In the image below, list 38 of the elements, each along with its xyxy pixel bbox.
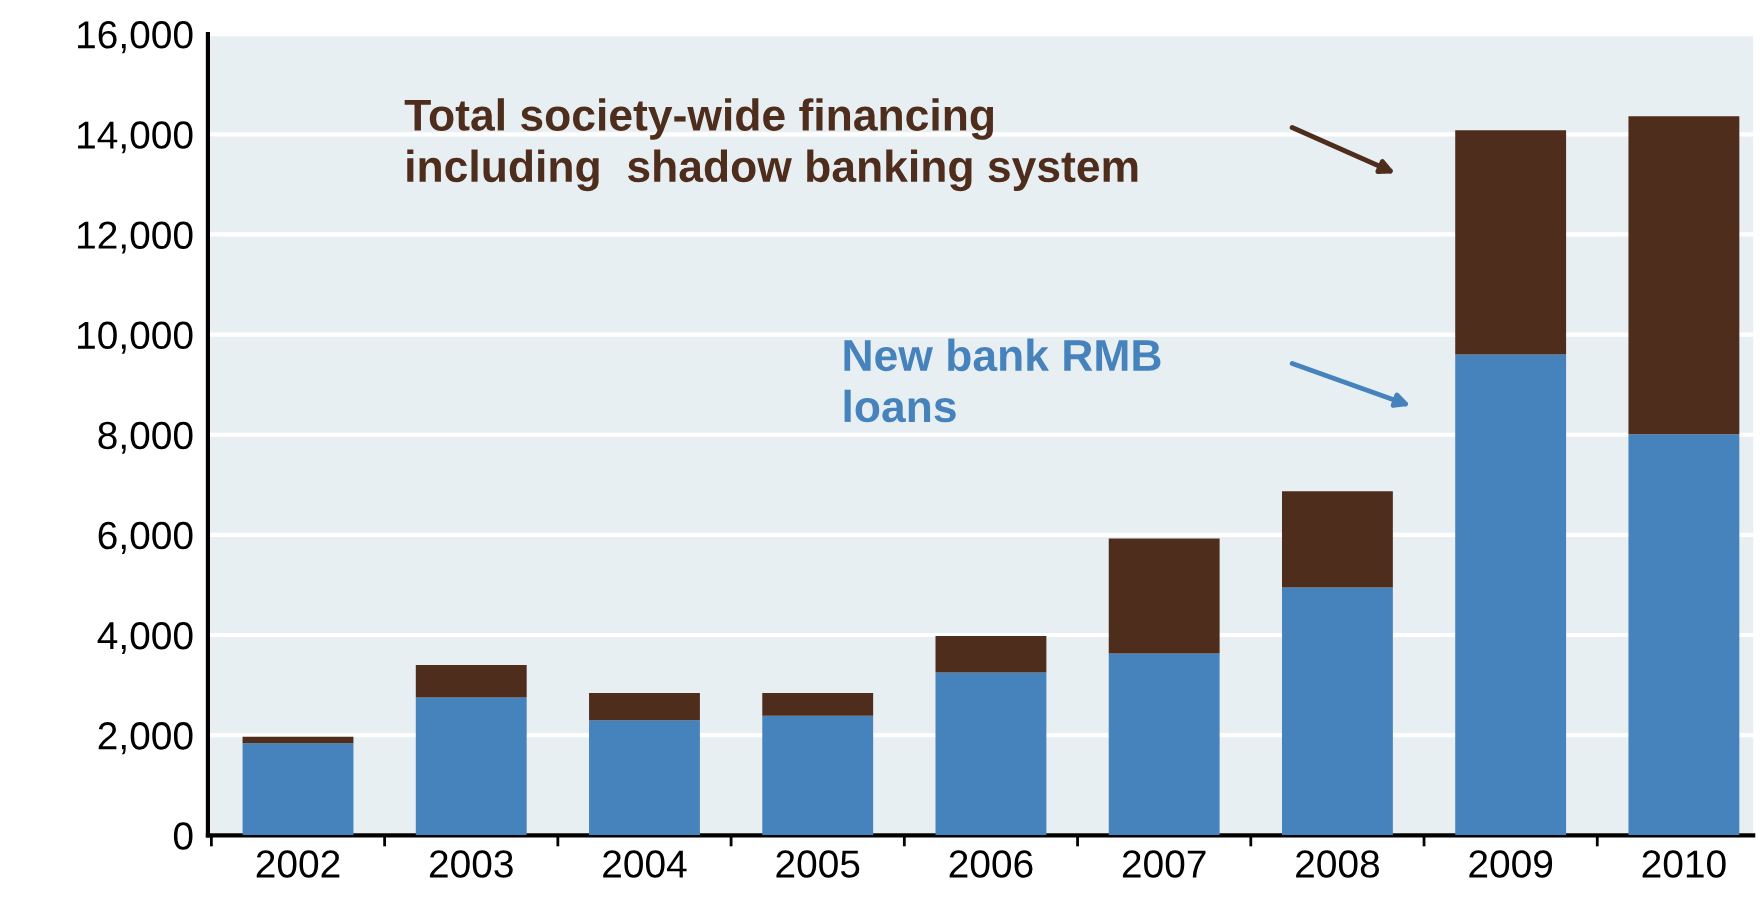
bar	[935, 636, 1047, 673]
x-tick-label: 2004	[603, 850, 687, 878]
y-tick-label: 16,000	[78, 21, 193, 54]
bar	[1281, 587, 1393, 836]
bar	[1108, 653, 1220, 836]
bar	[1628, 434, 1740, 836]
bar	[935, 672, 1047, 836]
bar	[415, 665, 527, 698]
y-tick-label: 12,000	[78, 221, 193, 254]
y-tick-label: 2,000	[98, 722, 193, 755]
bar	[1628, 116, 1740, 435]
bar	[762, 715, 874, 836]
y-tick-label: 4,000	[97, 621, 193, 655]
bar	[1108, 538, 1220, 654]
bar	[1455, 130, 1567, 355]
y-tick-label: 10,000	[78, 321, 193, 354]
annotation: New bank RMB loans	[844, 338, 1161, 423]
bar	[589, 693, 700, 721]
x-tick-label: 2008	[1296, 850, 1379, 878]
y-tick-label: 0	[173, 822, 193, 850]
bar	[415, 697, 527, 836]
bar	[762, 693, 874, 716]
bar	[1281, 491, 1393, 588]
x-tick-label: 2010	[1642, 850, 1726, 878]
y-tick-label: 8,000	[98, 421, 193, 454]
bar	[1455, 354, 1567, 836]
x-tick-label: 2009	[1469, 850, 1553, 878]
x-tick-label: 2005	[776, 850, 860, 878]
x-tick-label: 2002	[256, 850, 340, 878]
y-tick-label: 6,000	[98, 521, 193, 554]
bar	[589, 720, 700, 836]
bar	[242, 743, 354, 836]
y-tick-label: 14,000	[78, 121, 193, 154]
x-tick-label: 2007	[1122, 850, 1206, 878]
x-tick-label: 2003	[429, 850, 513, 878]
x-tick-label: 2006	[949, 850, 1033, 878]
bar	[242, 736, 354, 744]
annotation: Total society-wide financing including shadow banking system	[404, 98, 1138, 192]
